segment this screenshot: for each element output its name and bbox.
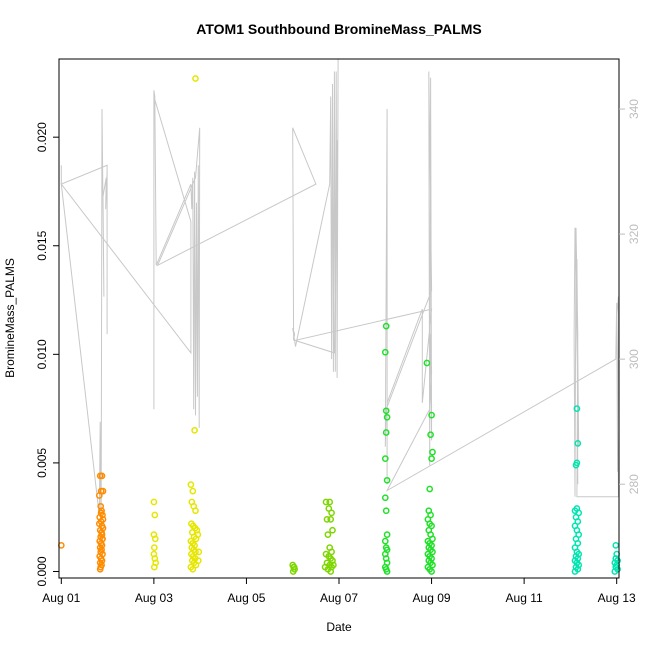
data-point: [326, 498, 334, 506]
chart-title: ATOM1 Southbound BromineMass_PALMS: [196, 21, 481, 37]
series-day1: [57, 472, 107, 573]
data-point: [383, 476, 391, 484]
data-point: [571, 568, 579, 575]
data-point: [192, 75, 199, 82]
data-point: [428, 568, 435, 575]
data-point: [611, 568, 619, 575]
y-tick-label: 0.010: [35, 339, 49, 369]
data-point: [99, 487, 107, 495]
data-point: [572, 461, 580, 469]
x-tick-label: Aug 01: [42, 591, 80, 605]
scatter-points-layer: [57, 75, 621, 575]
y-tick-label: 0.015: [35, 230, 49, 260]
data-point: [381, 455, 389, 462]
y-tick-label: 0.000: [35, 556, 49, 586]
x-tick-label: Aug 03: [135, 591, 173, 605]
data-point: [573, 405, 581, 412]
data-point: [97, 509, 105, 517]
data-point: [327, 516, 335, 523]
data-point: [381, 537, 389, 545]
data-point: [382, 555, 390, 562]
data-point: [151, 511, 159, 519]
data-point: [382, 322, 390, 330]
data-point: [322, 498, 330, 506]
x-tick-label: Aug 13: [598, 591, 636, 605]
y2-tick-label: 320: [627, 224, 641, 244]
y2-tick-label: 340: [627, 99, 641, 119]
data-point: [151, 555, 159, 562]
data-point: [382, 429, 390, 436]
x-tick-label: Aug 07: [320, 591, 358, 605]
data-point: [187, 481, 195, 488]
data-point: [150, 544, 158, 551]
data-point: [423, 359, 431, 367]
data-point: [327, 568, 335, 575]
data-point: [96, 565, 104, 573]
data-point: [382, 407, 390, 415]
series-day12: [571, 405, 621, 575]
data-point: [151, 535, 159, 543]
data-point: [324, 531, 332, 538]
series-day3: [150, 75, 203, 573]
data-point: [95, 492, 103, 499]
data-point: [330, 561, 337, 569]
data-point: [99, 535, 106, 543]
data-point: [329, 526, 336, 534]
data-point: [150, 563, 158, 571]
data-point: [193, 526, 201, 534]
x-tick-label: Aug 11: [506, 591, 543, 605]
data-point: [321, 563, 329, 571]
x-tick-label: Aug 09: [413, 591, 451, 605]
data-point: [98, 531, 106, 538]
y-tick-label: 0.005: [35, 448, 49, 478]
x-axis: Aug 01 Aug 03 Aug 05 Aug 07 Aug 09 Aug 11 Aug …: [42, 577, 636, 605]
data-point: [427, 431, 434, 439]
data-point: [381, 348, 389, 356]
data-point: [323, 516, 331, 523]
x-tick-label: Aug 05: [227, 591, 265, 605]
data-point: [574, 440, 582, 447]
series-day8: [381, 322, 436, 575]
data-point: [381, 494, 389, 502]
data-point: [194, 557, 202, 564]
y2-axis: 280 300 320 340: [619, 99, 641, 494]
data-point: [195, 548, 203, 556]
data-point: [383, 531, 391, 538]
data-point: [382, 507, 390, 515]
data-point: [383, 568, 391, 575]
data-point: [98, 472, 106, 480]
data-point: [426, 485, 434, 493]
y2-tick-label: 280: [627, 474, 641, 494]
data-point: [189, 565, 197, 573]
data-point: [428, 411, 435, 419]
data-point: [150, 498, 158, 506]
altitude-line: [60, 58, 620, 547]
data-point: [612, 542, 620, 549]
data-point: [428, 455, 435, 462]
data-point: [189, 487, 197, 495]
data-point: [95, 520, 103, 528]
data-point: [290, 563, 298, 571]
x-axis-label: Date: [326, 620, 352, 634]
y-tick-label: 0.020: [35, 122, 49, 152]
data-point: [429, 448, 436, 456]
altitude-line-layer: [60, 58, 620, 547]
data-point: [99, 516, 107, 523]
y-axis: 0.000 0.005 0.010 0.015 0.020: [35, 122, 59, 587]
series-day6: [289, 498, 337, 575]
data-point: [383, 413, 391, 421]
y2-tick-label: 300: [627, 349, 641, 369]
data-point: [191, 426, 198, 434]
data-point: [192, 507, 199, 515]
data-point: [328, 509, 335, 517]
y-axis-label: BromineMass_PALMS: [3, 258, 17, 378]
